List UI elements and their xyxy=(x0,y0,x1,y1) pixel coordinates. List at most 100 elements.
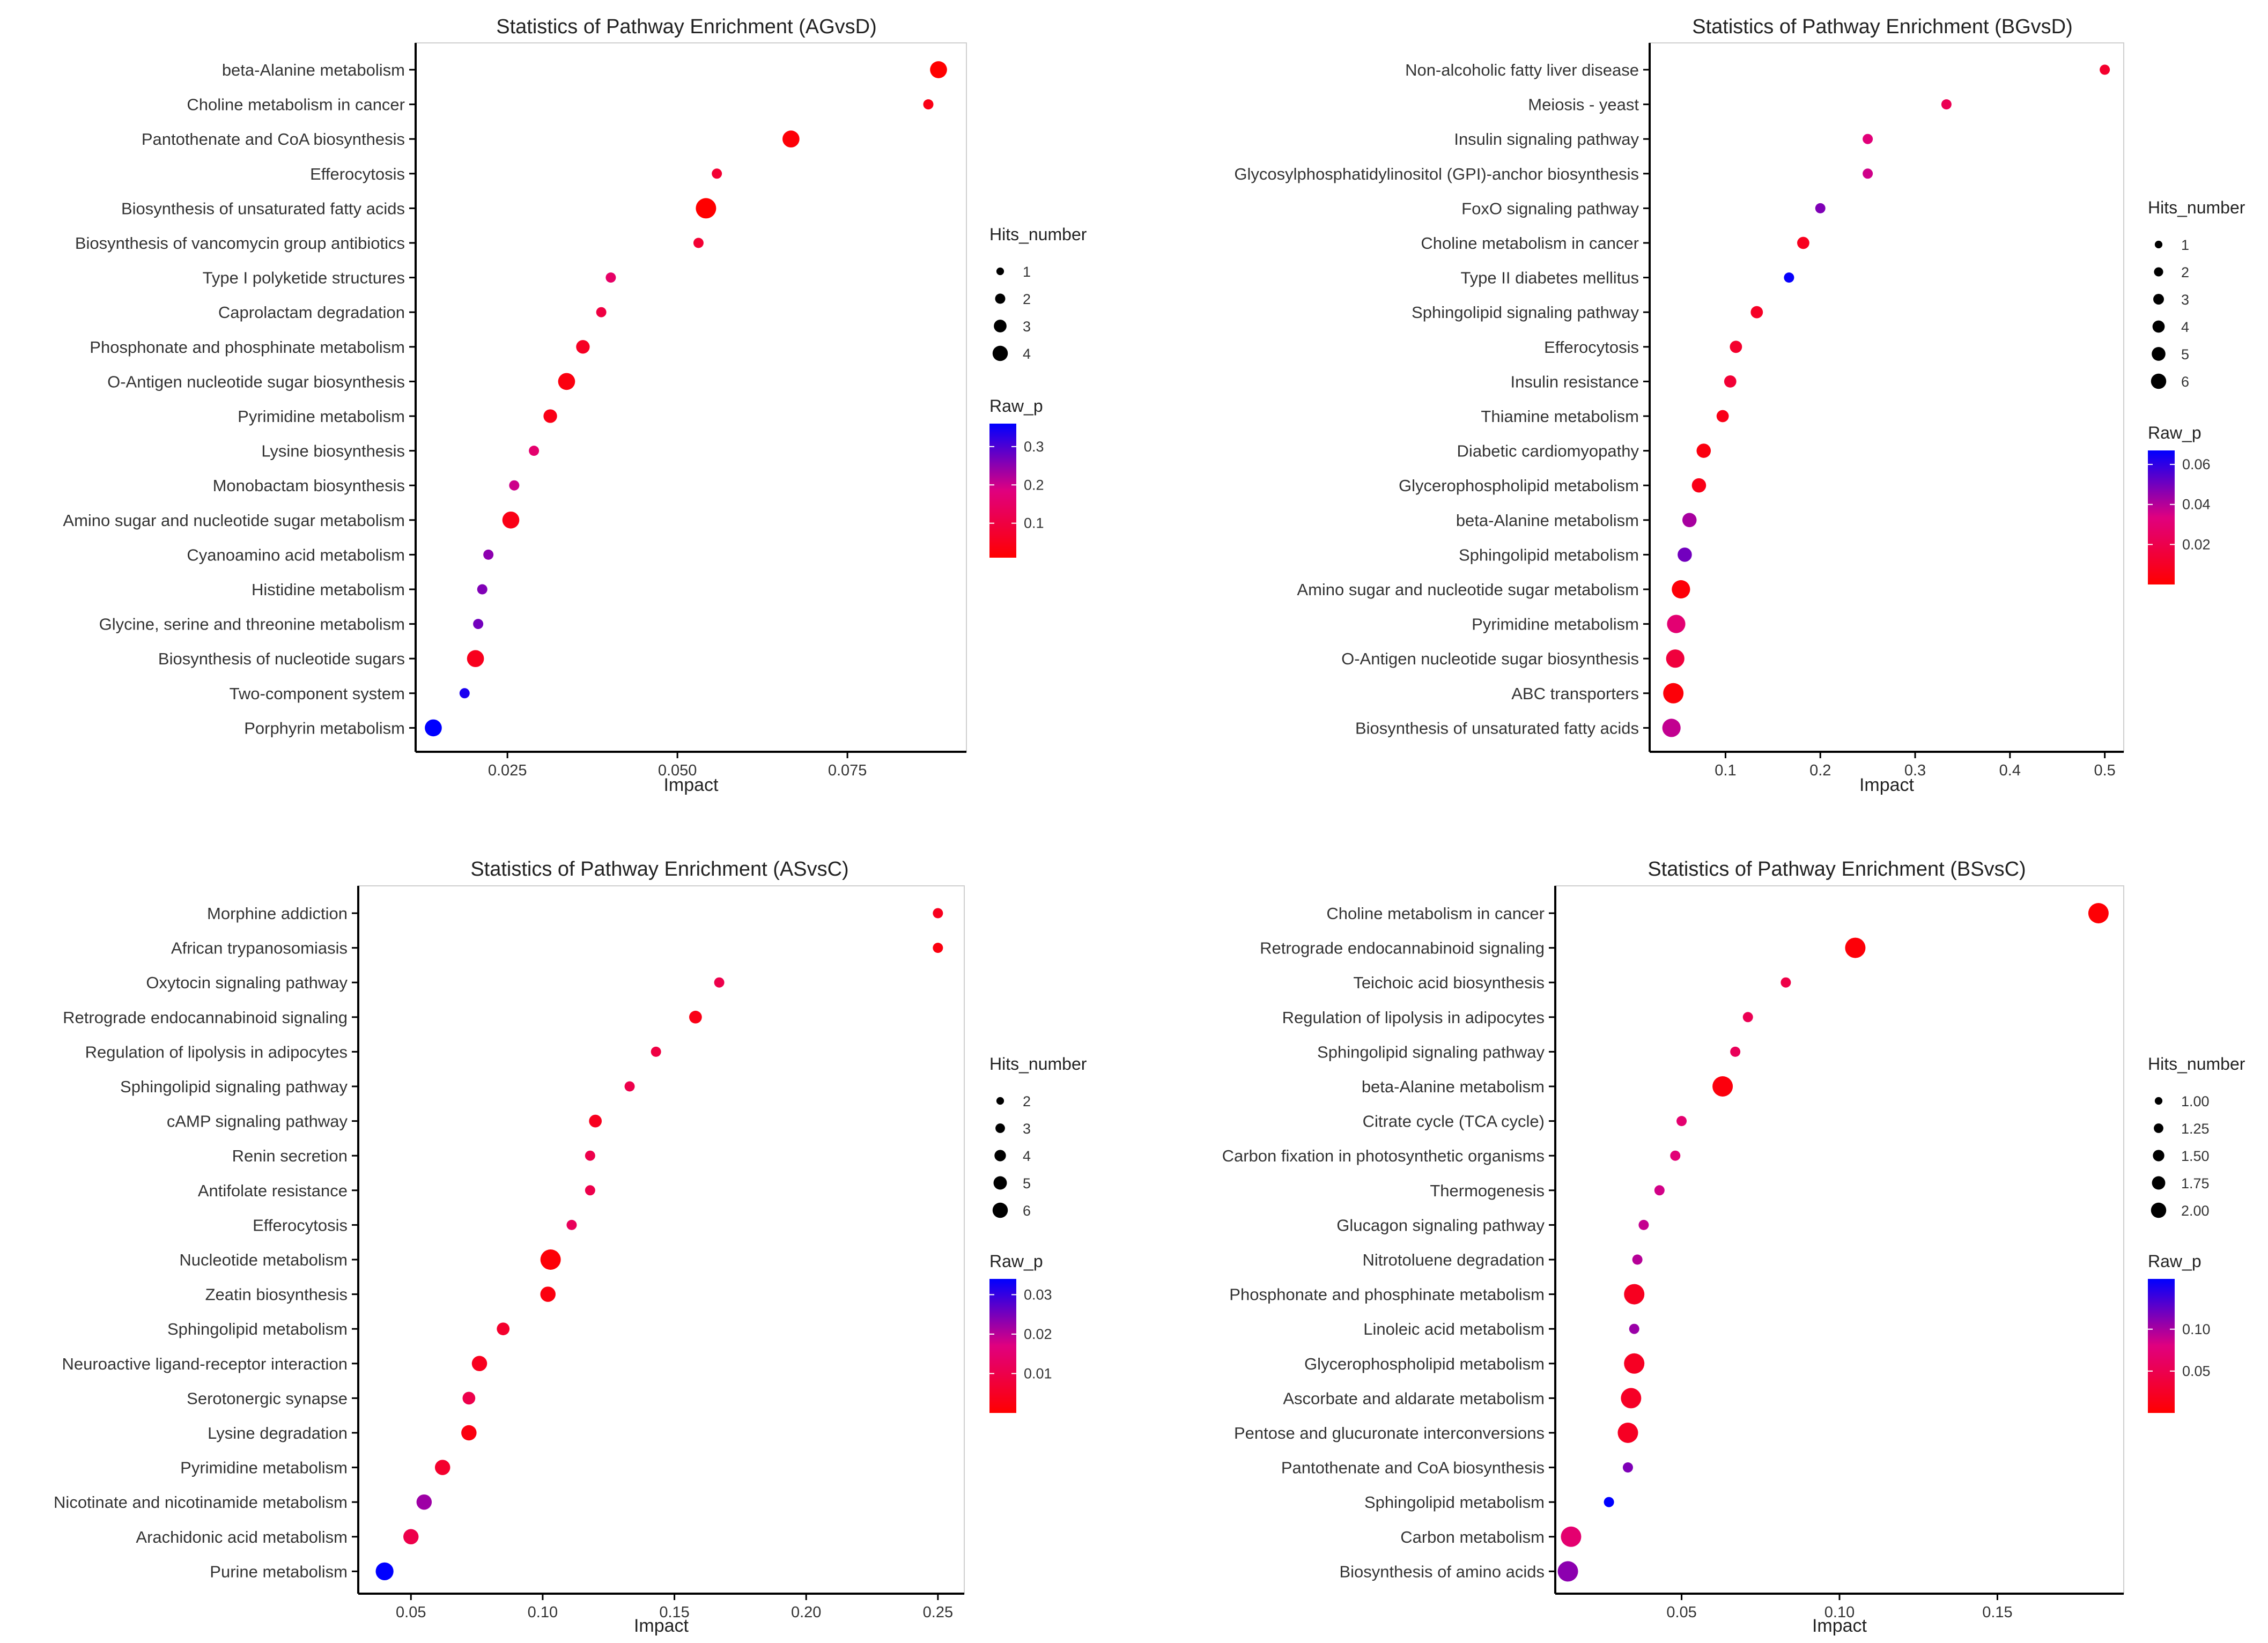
size-legend-dot xyxy=(2153,1150,2164,1161)
x-tick-label: 0.10 xyxy=(1824,1604,1855,1621)
chart-panel-2: Statistics of Pathway Enrichment (BGvsD)… xyxy=(1234,16,2245,795)
color-bar-label: 0.03 xyxy=(1024,1286,1052,1302)
pathway-label: Morphine addiction xyxy=(207,904,348,923)
data-point xyxy=(509,480,520,491)
data-point xyxy=(540,1249,561,1270)
data-point xyxy=(585,1150,595,1161)
size-legend: Hits_number 2 3 4 5 6 xyxy=(989,1054,1087,1219)
pathway-label: Choline metabolism in cancer xyxy=(1326,904,1545,923)
pathway-label: Efferocytosis xyxy=(310,165,405,183)
data-point xyxy=(696,198,716,219)
data-point xyxy=(1667,615,1686,633)
data-point xyxy=(1662,719,1681,737)
data-point xyxy=(693,238,704,248)
size-legend-dot xyxy=(2152,347,2166,361)
data-point xyxy=(459,688,470,699)
x-tick-label: 0.075 xyxy=(828,762,867,779)
pathway-label: beta-Alanine metabolism xyxy=(222,61,405,79)
data-point xyxy=(1696,443,1711,458)
data-point xyxy=(1622,1462,1633,1473)
plot-frame xyxy=(415,42,967,752)
pathway-label: Type II diabetes mellitus xyxy=(1460,269,1639,287)
data-point xyxy=(1604,1497,1614,1507)
pathway-label: Zeatin biosynthesis xyxy=(205,1285,348,1304)
data-point xyxy=(1815,203,1826,213)
size-legend-dot xyxy=(996,1097,1004,1105)
data-point xyxy=(497,1322,510,1336)
data-point xyxy=(1682,513,1697,528)
data-point xyxy=(2100,64,2110,75)
chart-title: Statistics of Pathway Enrichment (BSvsC) xyxy=(1648,858,2026,880)
size-legend-label: 1 xyxy=(2181,237,2189,253)
pathway-label: Teichoic acid biosynthesis xyxy=(1353,973,1545,992)
data-point xyxy=(462,1392,476,1405)
size-legend-dot xyxy=(992,1202,1008,1218)
x-tick-label: 0.1 xyxy=(1715,762,1736,779)
size-legend-dot xyxy=(992,345,1008,361)
data-point xyxy=(1742,1012,1753,1023)
color-bar-label: 0.10 xyxy=(2182,1321,2211,1337)
chart-title: Statistics of Pathway Enrichment (AGvsD) xyxy=(496,16,877,38)
color-bar-label: 0.2 xyxy=(1024,477,1044,493)
pathway-label: beta-Alanine metabolism xyxy=(1362,1077,1545,1096)
data-point xyxy=(1863,168,1873,179)
size-legend-title: Hits_number xyxy=(989,225,1087,244)
size-legend-dot xyxy=(2154,1097,2163,1105)
size-legend: Hits_number 1.00 1.25 1.50 1.75 2.00 xyxy=(2148,1054,2245,1219)
data-point xyxy=(1621,1388,1642,1409)
color-legend-title: Raw_p xyxy=(2148,423,2201,442)
data-point xyxy=(1730,1046,1741,1057)
pathway-label: Purine metabolism xyxy=(210,1562,348,1581)
pathway-label: Nucleotide metabolism xyxy=(179,1250,348,1269)
color-legend: Raw_p 0.05 0.10 xyxy=(2148,1252,2211,1413)
pathway-label: O-Antigen nucleotide sugar biosynthesis xyxy=(107,372,405,391)
size-legend-label: 1.50 xyxy=(2181,1148,2210,1164)
pathway-label: Biosynthesis of amino acids xyxy=(1339,1562,1545,1581)
data-point xyxy=(712,168,722,179)
size-legend-dot xyxy=(994,1150,1006,1161)
color-bar-label: 0.1 xyxy=(1024,515,1044,531)
data-point xyxy=(529,446,540,456)
data-point xyxy=(1663,683,1684,704)
pathway-label: Nicotinate and nicotinamide metabolism xyxy=(54,1493,348,1512)
pathway-label: O-Antigen nucleotide sugar biosynthesis xyxy=(1341,649,1639,668)
data-point xyxy=(1676,1116,1687,1127)
size-legend-label: 6 xyxy=(2181,374,2189,390)
color-bar-label: 0.05 xyxy=(2182,1363,2211,1379)
pathway-label: Retrograde endocannabinoid signaling xyxy=(63,1008,348,1027)
color-bar-label: 0.01 xyxy=(1024,1365,1052,1381)
pathway-label: Insulin resistance xyxy=(1510,372,1639,391)
data-point xyxy=(1638,1219,1649,1230)
data-point xyxy=(1730,341,1742,353)
data-point xyxy=(434,1460,450,1475)
x-tick-label: 0.3 xyxy=(1904,762,1926,779)
pathway-label: Biosynthesis of nucleotide sugars xyxy=(158,649,405,668)
data-point xyxy=(543,409,557,423)
x-tick-label: 0.15 xyxy=(659,1604,689,1621)
pathway-label: Carbon metabolism xyxy=(1400,1528,1545,1546)
chart-panel-3: Statistics of Pathway Enrichment (ASvsC)… xyxy=(54,858,1087,1636)
size-legend-label: 2 xyxy=(2181,264,2189,280)
x-tick-label: 0.5 xyxy=(2094,762,2115,779)
size-legend-label: 1.25 xyxy=(2181,1121,2210,1137)
pathway-label: ABC transporters xyxy=(1511,684,1639,703)
pathway-label: Renin secretion xyxy=(232,1146,348,1165)
pathway-label: Porphyrin metabolism xyxy=(244,719,405,737)
pathway-label: Arachidonic acid metabolism xyxy=(136,1528,348,1546)
pathway-label: Non-alcoholic fatty liver disease xyxy=(1405,61,1639,79)
size-legend-dot xyxy=(2151,373,2167,389)
pathway-label: Sphingolipid metabolism xyxy=(1459,545,1639,564)
color-bar-label: 0.02 xyxy=(2182,536,2211,552)
size-legend-title: Hits_number xyxy=(2148,1054,2245,1074)
pathway-label: Pantothenate and CoA biosynthesis xyxy=(142,130,405,149)
pathway-label: Biosynthesis of vancomycin group antibio… xyxy=(75,234,405,253)
data-point xyxy=(714,977,725,988)
pathway-label: Cyanoamino acid metabolism xyxy=(187,545,405,564)
pathway-label: Amino sugar and nucleotide sugar metabol… xyxy=(1297,580,1639,599)
data-point xyxy=(1797,236,1809,249)
color-bar-label: 0.3 xyxy=(1024,439,1044,455)
size-legend-label: 3 xyxy=(2181,292,2189,308)
size-legend-title: Hits_number xyxy=(2148,198,2245,217)
data-point xyxy=(1712,1076,1733,1097)
data-point xyxy=(933,943,943,953)
